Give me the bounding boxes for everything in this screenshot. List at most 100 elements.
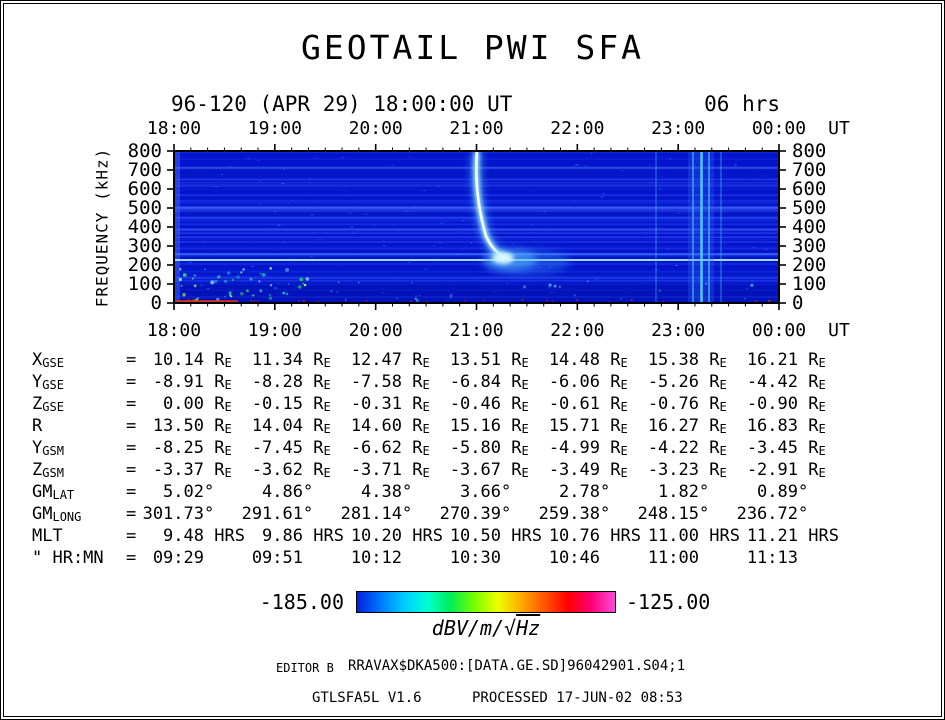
ephemeris-value: 09:29 [152,548,204,568]
ephemeris-row: GMLONG = 301.73° 291.61° 281.14° 270.39° 259.3… [4,503,941,525]
colorbar-unit-label: dBV/m/√Hz [431,616,541,640]
ephemeris-row: ZGSE = 0.00 RE -0.15 RE -0.31 RE -0.46 RE -0.6… [4,393,941,415]
ephemeris-value: 10:30 [449,548,501,568]
ephemeris-row: MLT = 9.48 HRS 9.86 HRS 10.20 HRS 10.50 HRS 10… [4,525,941,547]
ephemeris-value: 5.02° [163,482,215,502]
ephemeris-row-label: GMLAT [32,482,75,502]
ephemeris-value: 11:13 [746,548,798,568]
ephemeris-value: 9.86 HRS [262,526,344,546]
time-tick-label: 18:00 [146,320,202,341]
ephemeris-value: 10:46 [548,548,600,568]
freq-tick-label: 200 [792,254,827,276]
ephemeris-value: 248.15° [637,504,710,524]
ephemeris-row-label: ZGSM [32,460,64,480]
footer-program-version: GTLSFA5L V1.6 [312,690,422,706]
ephemeris-value: -2.91 RE [746,460,826,480]
time-axis-top: 18:00 19:00 20:00 21:00 22:00 23:00 00:00 UT [4,118,941,142]
time-tick-label: 18:00 [146,118,202,139]
ephemeris-value: -3.67 RE [449,460,529,480]
time-tick-label: 23:00 [651,320,706,341]
ephemeris-value: -0.90 RE [746,394,826,414]
ephemeris-row-label: ZGSE [32,394,64,414]
ephemeris-value: 16.27 RE [647,416,727,436]
ephemeris-value: -0.61 RE [548,394,628,414]
equals-sign: = [126,526,137,546]
ephemeris-value: -6.62 RE [350,438,430,458]
freq-tick-label: 800 [127,140,162,162]
equals-sign: = [126,394,137,414]
ephemeris-value: 12.47 RE [350,350,430,370]
ephemeris-value: -5.26 RE [647,372,727,392]
time-tick-label: 23:00 [651,118,706,139]
ephemeris-value: 3.66° [460,482,512,502]
ephemeris-value: 0.89° [757,482,809,502]
ephemeris-value: -3.62 RE [251,460,331,480]
equals-sign: = [126,372,137,392]
ephemeris-row: YGSM = -8.25 RE -7.45 RE -6.62 RE -5.80 RE -4.… [4,437,941,459]
ephemeris-row-label: R [32,416,43,436]
ephemeris-row: R = 13.50 RE 14.04 RE 14.60 RE 15.16 RE 15.71 … [4,415,941,437]
ephemeris-value: 291.61° [241,504,314,524]
ephemeris-row: GMLAT = 5.02° 4.86° 4.38° 3.66° 2.78° 1.82° 0.89… [4,481,941,503]
freq-tick-label: 500 [127,197,162,219]
time-tick-label: 21:00 [449,118,504,139]
ephemeris-value: 236.72° [736,504,809,524]
ephemeris-value: -3.23 RE [647,460,727,480]
freq-tick-label: 0 [792,292,804,314]
ephemeris-row-label: MLT [32,526,63,546]
ephemeris-row: ZGSM = -3.37 RE -3.62 RE -3.71 RE -3.67 RE -3.… [4,459,941,481]
ephemeris-value: 259.38° [538,504,611,524]
noise-layer [174,151,779,303]
ephemeris-value: 10.14 RE [152,350,232,370]
ephemeris-value: 13.51 RE [449,350,529,370]
colorbar [356,591,616,613]
ephemeris-value: -4.22 RE [647,438,727,458]
equals-sign: = [126,416,137,436]
orbit-range-label: 96-120 (APR 29) 18:00:00 UT [171,92,513,116]
equals-sign: = [126,504,137,524]
ephemeris-value: -7.45 RE [251,438,331,458]
ephemeris-value: 1.82° [658,482,710,502]
equals-sign: = [126,548,137,568]
time-tick-label: 20:00 [348,118,403,139]
freq-tick-label: 300 [127,235,162,257]
colorbar-row: -185.00 -125.00 [4,590,941,614]
ephemeris-value: 10:12 [350,548,402,568]
ephemeris-value: -6.84 RE [449,372,529,392]
time-axis-bottom: 18:00 19:00 20:00 21:00 22:00 23:00 00:00 UT [4,320,941,344]
footer-file-path: RRAVAX$DKA500:[DATA.GE.SD]96042901.S04;1 [348,658,686,674]
ephemeris-value: 11.34 RE [251,350,331,370]
duration-label: 06 hrs [704,92,780,116]
footer-processed-date: PROCESSED 17-JUN-02 08:53 [472,690,683,706]
ephemeris-value: 11.21 HRS [746,526,839,546]
colorbar-max-label: -125.00 [626,590,711,614]
ephemeris-value: -3.71 RE [350,460,430,480]
time-tick-label: 19:00 [247,320,302,341]
time-tick-label: 22:00 [550,320,605,341]
ephemeris-value: 10.50 HRS [449,526,542,546]
ephemeris-table: XGSE = 10.14 RE 11.34 RE 12.47 RE 13.51 RE 14.… [4,349,941,569]
equals-sign: = [126,482,137,502]
ephemeris-value: -8.28 RE [251,372,331,392]
freq-tick-label: 300 [792,235,827,257]
footer-editor: EDITOR B [276,661,334,675]
ephemeris-row-label: GMLONG [32,504,82,524]
freq-tick-label: 600 [127,178,162,200]
ephemeris-value: -3.45 RE [746,438,826,458]
freq-tick-label: 200 [127,254,162,276]
time-tick-label: 19:00 [247,118,302,139]
ephemeris-value: -5.80 RE [449,438,529,458]
subheader: 96-120 (APR 29) 18:00:00 UT 06 hrs [171,92,780,116]
plot-canvas: GEOTAIL PWI SFA 96-120 (APR 29) 18:00:00… [3,3,942,717]
ephemeris-value: 281.14° [340,504,413,524]
ephemeris-value: -3.49 RE [548,460,628,480]
ephemeris-value: 14.04 RE [251,416,331,436]
ephemeris-value: -8.25 RE [152,438,232,458]
ephemeris-value: 10.76 HRS [548,526,641,546]
ephemeris-value: 09:51 [251,548,303,568]
ephemeris-row: YGSE = -8.91 RE -8.28 RE -7.58 RE -6.84 RE -6.… [4,371,941,393]
time-tick-label: 22:00 [550,118,605,139]
ephemeris-row: XGSE = 10.14 RE 11.34 RE 12.47 RE 13.51 RE 14.… [4,349,941,371]
ephemeris-value: 11:00 [647,548,699,568]
